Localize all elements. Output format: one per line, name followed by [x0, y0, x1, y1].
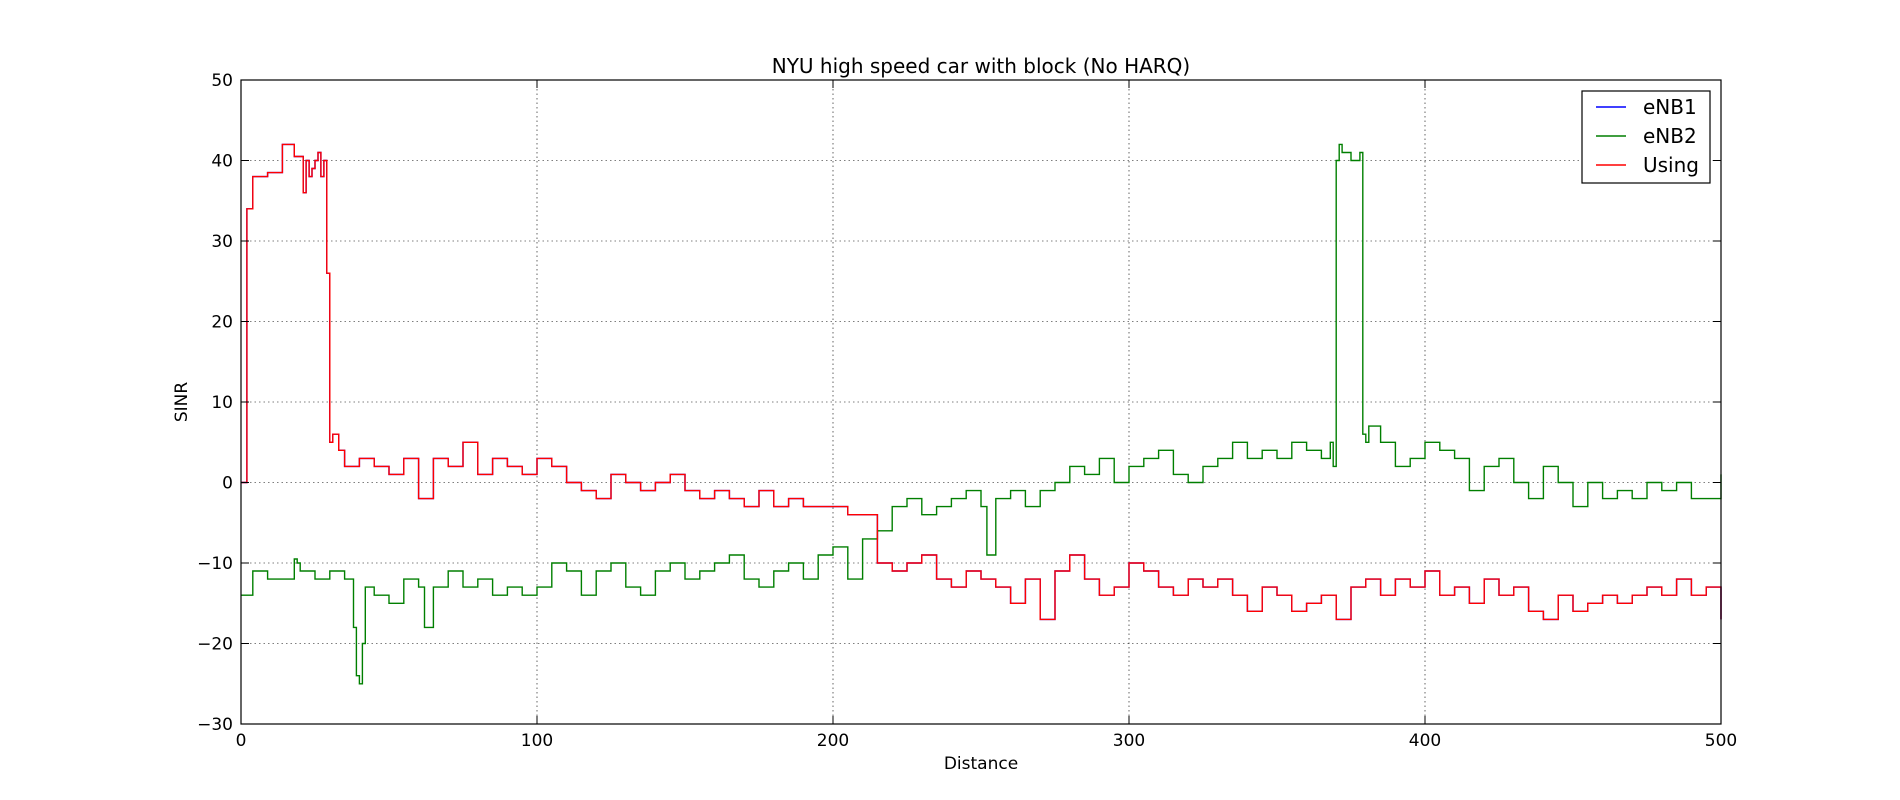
x-tick-label: 300: [1113, 731, 1145, 751]
y-tick-label: 20: [211, 313, 233, 333]
series-layer: [241, 143, 1722, 685]
legend: eNB1 eNB2 Using: [1581, 90, 1711, 184]
legend-label-enb1: eNB1: [1643, 95, 1697, 119]
y-tick-label: 40: [211, 152, 233, 172]
y-tick-label: −30: [197, 715, 233, 735]
x-tick-label: 500: [1705, 731, 1737, 751]
y-axis-label: SINR: [172, 382, 192, 423]
x-tick-label: 400: [1409, 731, 1441, 751]
legend-label-enb2: eNB2: [1643, 124, 1697, 148]
x-tick-label: 200: [817, 731, 849, 751]
legend-label-using: Using: [1643, 153, 1699, 177]
y-tick-label: 10: [211, 393, 233, 413]
y-tick-label: −10: [197, 554, 233, 574]
series-line-using: [241, 143, 1722, 621]
x-axis-label: Distance: [944, 754, 1018, 774]
y-tick-label: 0: [222, 474, 233, 494]
x-tick-label: 0: [236, 731, 247, 751]
ticks: 0 100 200 300 400 500 −30 −20 −10 0 10 20 30 40 50: [197, 71, 1737, 751]
chart-title: NYU high speed car with block (No HARQ): [772, 54, 1190, 78]
y-tick-label: 30: [211, 232, 233, 252]
y-tick-label: −20: [197, 635, 233, 655]
y-tick-label: 50: [211, 71, 233, 91]
series-line-enb2: [241, 143, 1722, 685]
x-tick-label: 100: [521, 731, 553, 751]
